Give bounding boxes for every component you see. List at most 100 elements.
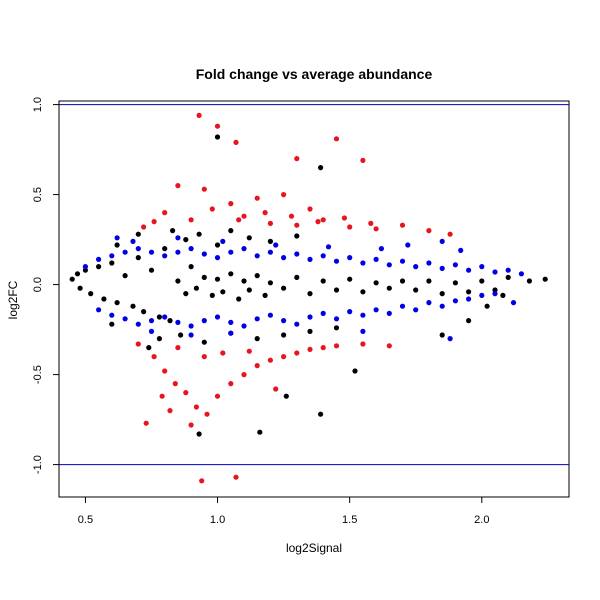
data-point-1: [360, 157, 366, 163]
data-point-2: [405, 242, 411, 248]
data-point-1: [241, 372, 247, 378]
data-point-0: [281, 285, 287, 291]
data-point-0: [283, 393, 289, 399]
data-point-2: [333, 316, 340, 322]
data-point-1: [281, 192, 287, 198]
data-point-1: [320, 345, 326, 351]
data-point-2: [254, 253, 260, 259]
data-point-0: [246, 287, 252, 293]
data-point-0: [466, 318, 472, 324]
data-point-2: [347, 309, 353, 315]
data-point-2: [188, 246, 194, 252]
data-point-0: [267, 280, 273, 286]
data-point-0: [178, 332, 184, 338]
data-point-2: [492, 291, 498, 297]
data-point-0: [162, 246, 168, 252]
data-point-0: [505, 274, 511, 280]
data-point-1: [373, 226, 379, 232]
data-point-0: [167, 318, 173, 324]
data-point-0: [130, 303, 136, 309]
data-point-1: [281, 354, 287, 360]
data-point-0: [214, 242, 221, 248]
data-point-0: [114, 300, 120, 306]
data-point-2: [281, 318, 287, 324]
data-point-2: [386, 310, 392, 316]
data-point-2: [373, 256, 379, 262]
data-point-2: [214, 314, 221, 320]
data-point-2: [188, 332, 194, 338]
data-point-1: [341, 215, 347, 221]
data-point-1: [193, 404, 199, 410]
data-point-0: [88, 291, 94, 297]
data-point-0: [196, 431, 202, 437]
points-layer: [69, 112, 548, 484]
data-point-0: [228, 271, 234, 277]
data-point-1: [172, 381, 178, 387]
data-point-1: [199, 478, 205, 484]
data-point-0: [228, 228, 234, 234]
data-point-2: [458, 247, 464, 253]
data-point-1: [399, 222, 406, 228]
data-point-2: [466, 267, 472, 273]
data-point-1: [188, 422, 194, 428]
data-point-2: [175, 249, 181, 255]
data-point-2: [122, 316, 128, 322]
data-point-2: [399, 258, 406, 264]
data-point-0: [156, 314, 162, 320]
data-point-1: [228, 201, 234, 207]
data-point-2: [439, 265, 445, 271]
data-point-2: [162, 314, 168, 320]
data-point-1: [294, 156, 300, 162]
data-point-0: [281, 332, 287, 338]
data-point-1: [209, 206, 215, 212]
data-point-1: [228, 381, 234, 387]
data-point-1: [151, 354, 157, 360]
data-point-0: [267, 238, 273, 244]
plot-frame: [58, 100, 570, 498]
data-point-1: [175, 183, 181, 189]
data-point-2: [439, 238, 445, 244]
data-point-2: [510, 300, 517, 306]
data-point-1: [214, 393, 221, 399]
data-point-2: [307, 314, 313, 320]
data-point-0: [183, 237, 189, 243]
data-point-0: [141, 309, 147, 315]
data-point-0: [352, 368, 358, 374]
data-point-0: [170, 228, 176, 234]
data-point-1: [333, 343, 340, 349]
data-point-0: [214, 276, 221, 282]
x-axis-label: log2Signal: [286, 541, 342, 555]
y-tick-label: 1.0: [32, 97, 44, 112]
data-point-1: [201, 354, 207, 360]
data-point-0: [399, 278, 406, 284]
data-point-0: [386, 285, 392, 291]
chart-title: Fold change vs average abundance: [196, 66, 433, 82]
data-point-2: [325, 244, 332, 250]
data-point-2: [241, 323, 247, 329]
data-point-0: [183, 291, 189, 297]
y-tick-label: 0.5: [32, 187, 44, 202]
y-tick-label: -1.0: [32, 455, 44, 474]
data-point-1: [360, 341, 366, 347]
data-point-0: [201, 339, 207, 345]
data-point-2: [175, 235, 181, 241]
data-point-1: [183, 390, 189, 396]
data-point-2: [373, 307, 379, 313]
y-axis: -1.0 -0.5 0.0 0.5 1.0: [32, 97, 60, 474]
data-point-2: [228, 249, 234, 255]
data-point-2: [452, 262, 458, 268]
data-point-1: [333, 136, 340, 142]
data-point-2: [148, 249, 155, 255]
data-point-2: [452, 298, 458, 304]
data-point-2: [360, 260, 366, 266]
data-point-0: [360, 289, 366, 295]
data-point-2: [518, 271, 525, 277]
data-point-2: [492, 269, 498, 275]
data-point-0: [542, 276, 548, 282]
data-point-0: [294, 233, 300, 239]
data-point-2: [162, 253, 168, 259]
data-point-2: [220, 238, 226, 244]
data-point-0: [146, 345, 152, 351]
data-point-0: [193, 285, 199, 291]
data-point-2: [135, 246, 141, 252]
